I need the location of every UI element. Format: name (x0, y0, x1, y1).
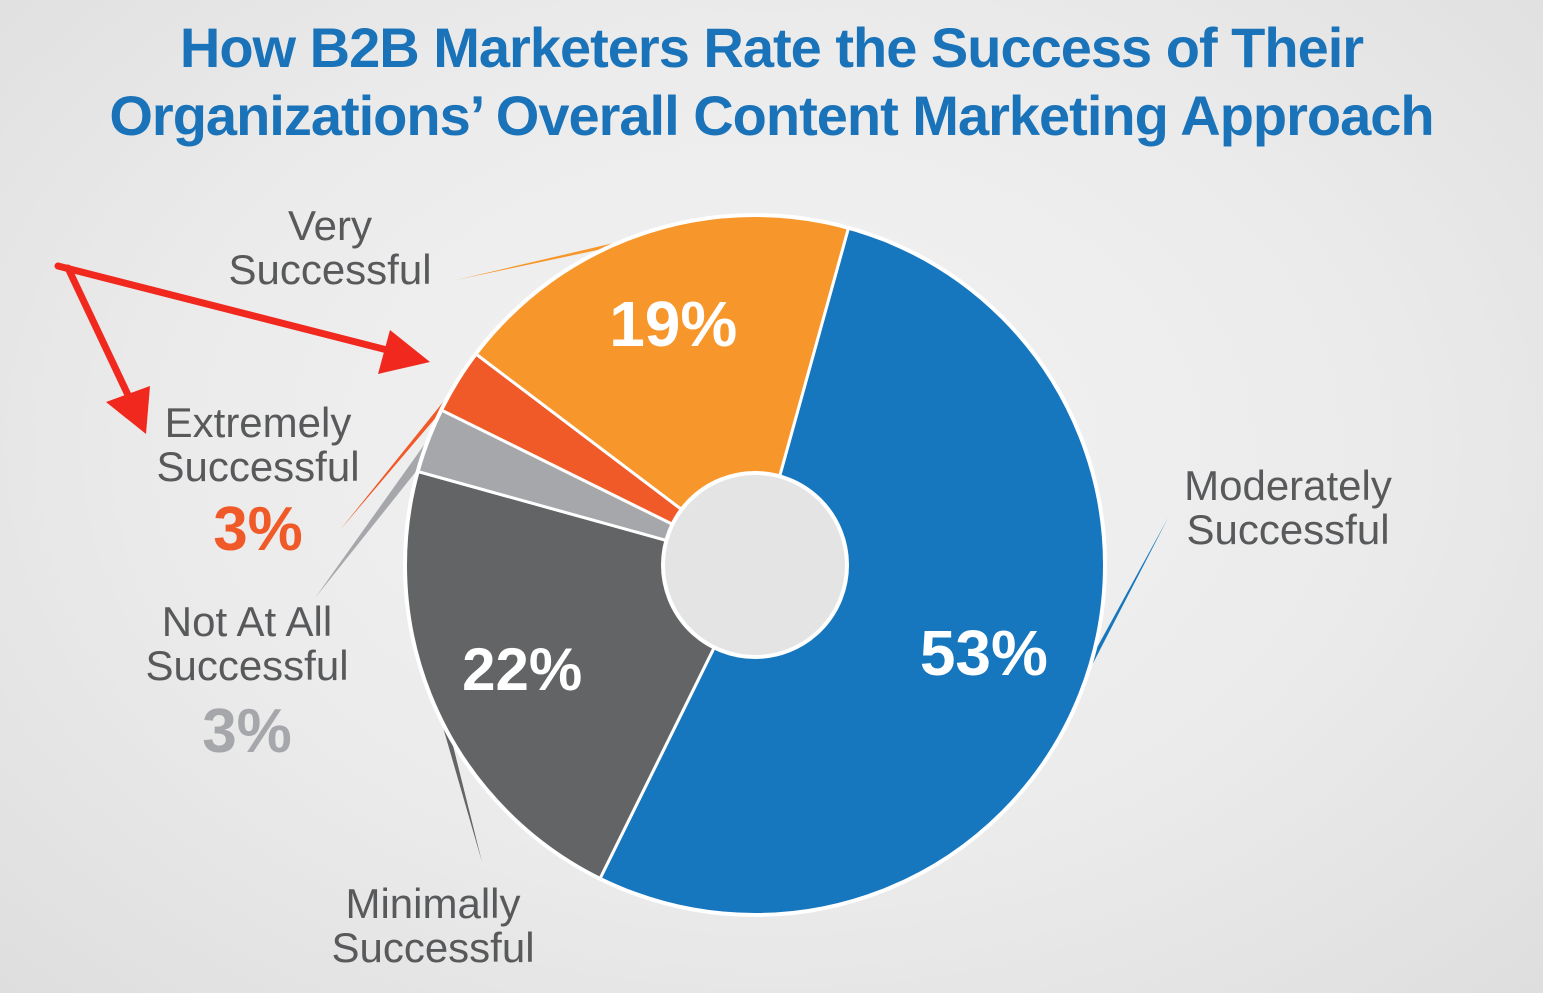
pointer-extremely (340, 367, 472, 530)
donut-slices (315, 213, 1168, 917)
label-moderately-line-2: Successful (1186, 506, 1389, 553)
pointer-not_at_all (315, 423, 440, 598)
donut-hole (661, 471, 849, 659)
label-not_at_all-line-2: Successful (145, 642, 348, 689)
label-very-line-2: Successful (228, 246, 431, 293)
label-extremely-line-1: Extremely (165, 399, 352, 446)
chart-title-line-2: Organizations’ Overall Content Marketing… (109, 84, 1434, 147)
label-extremely-line-2: Successful (156, 443, 359, 490)
pointer-minimally (431, 688, 482, 862)
value-label-not_at_all: 3% (202, 697, 292, 766)
chart-title: How B2B Marketers Rate the Success of Th… (0, 14, 1543, 150)
label-not_at_all-line-1: Not At All (162, 598, 332, 645)
label-very-line-1: Very (288, 202, 372, 249)
arrow-line-extremely (64, 264, 132, 399)
pointer-moderately (1070, 518, 1168, 707)
arrow-line-very (54, 262, 399, 356)
label-moderately: Moderately Successful (1184, 462, 1392, 553)
annotation-arrows (54, 262, 430, 434)
label-extremely: Extremely Successful (156, 399, 359, 490)
label-moderately-line-1: Moderately (1184, 462, 1392, 509)
label-minimally-line-2: Successful (331, 924, 534, 971)
value-label-extremely: 3% (213, 495, 303, 564)
arrowhead-extremely (106, 386, 150, 434)
value-label-moderately: 53% (920, 617, 1048, 689)
label-very: Very Successful (228, 202, 431, 293)
donut-outline (403, 213, 1107, 917)
label-minimally-line-1: Minimally (345, 880, 520, 927)
chart-title-line-1: How B2B Marketers Rate the Success of Th… (179, 16, 1364, 79)
value-label-very: 19% (609, 288, 737, 360)
label-minimally: Minimally Successful (331, 880, 534, 971)
label-not_at_all: Not At All Successful (145, 598, 348, 689)
value-label-minimally: 22% (462, 636, 582, 703)
arrowhead-very (378, 330, 430, 374)
pointer-very (456, 231, 663, 280)
